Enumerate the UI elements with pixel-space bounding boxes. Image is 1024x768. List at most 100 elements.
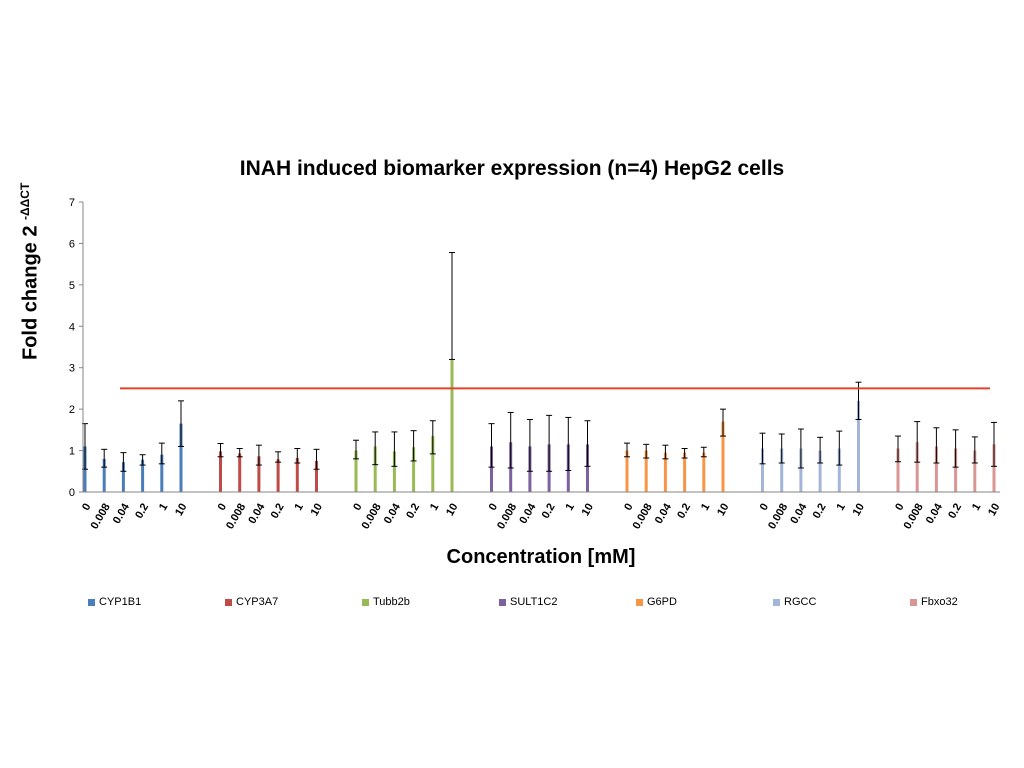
bar bbox=[354, 450, 358, 492]
x-tick-label: 0.04 bbox=[517, 501, 539, 526]
x-tick-label: 0.2 bbox=[133, 502, 151, 521]
x-tick-label: 1 bbox=[699, 502, 712, 513]
x-tick-label: 1 bbox=[157, 502, 170, 513]
legend-item: RGCC bbox=[773, 596, 816, 608]
y-tick-label: 5 bbox=[69, 280, 75, 292]
bar bbox=[238, 453, 242, 492]
x-tick-label: 10 bbox=[986, 502, 1003, 519]
x-tick-label: 1 bbox=[834, 502, 847, 513]
bar bbox=[992, 444, 996, 492]
x-tick-label: 0.04 bbox=[246, 501, 268, 526]
bar bbox=[721, 421, 725, 492]
x-tick-label: 10 bbox=[173, 502, 190, 519]
y-tick-label: 6 bbox=[69, 238, 75, 250]
x-tick-label: 0 bbox=[487, 502, 500, 513]
x-tick-label: 0.008 bbox=[902, 502, 926, 532]
bar bbox=[141, 459, 145, 492]
bar bbox=[934, 446, 938, 492]
bar bbox=[799, 448, 803, 492]
bar bbox=[954, 448, 958, 492]
y-tick-label: 1 bbox=[69, 446, 75, 458]
x-tick-label: 0.2 bbox=[404, 502, 422, 521]
y-tick-label: 0 bbox=[69, 487, 75, 499]
legend-swatch bbox=[499, 598, 506, 606]
bar bbox=[373, 446, 377, 492]
bar bbox=[683, 452, 687, 492]
legend-item: Tubb2b bbox=[362, 596, 410, 608]
legend-swatch bbox=[362, 598, 369, 606]
bar bbox=[761, 448, 764, 492]
bar bbox=[490, 446, 493, 492]
bar bbox=[780, 448, 784, 492]
x-tick-label: 0.008 bbox=[631, 502, 655, 532]
legend: CYP1B1 CYP3A7 Tubb2b SULT1C2 G6PD RGCC Fbxo32 bbox=[0, 596, 1024, 616]
bar bbox=[315, 460, 318, 492]
legend-item: SULT1C2 bbox=[499, 596, 557, 608]
bar bbox=[915, 442, 919, 492]
x-tick-label: 0 bbox=[758, 502, 771, 513]
bar bbox=[644, 450, 648, 492]
legend-item: G6PD bbox=[636, 596, 677, 608]
x-tick-label: 0.04 bbox=[111, 501, 133, 526]
y-tick-label: 3 bbox=[69, 363, 75, 375]
x-tick-label: 1 bbox=[970, 502, 983, 513]
x-tick-label: 0.2 bbox=[946, 502, 964, 521]
x-tick-label: 0.04 bbox=[788, 501, 810, 526]
bar bbox=[431, 436, 435, 492]
bar bbox=[663, 452, 667, 492]
bar bbox=[818, 450, 822, 492]
legend-label: CYP3A7 bbox=[236, 596, 279, 608]
x-tick-label: 0.2 bbox=[675, 502, 693, 521]
chart-title: INAH induced biomarker expression (n=4) … bbox=[239, 157, 785, 180]
x-tick-label: 0.008 bbox=[495, 502, 519, 532]
x-tick-label: 0.2 bbox=[811, 502, 829, 521]
x-tick-label: 0 bbox=[216, 502, 229, 513]
x-tick-label: 10 bbox=[580, 502, 597, 519]
bar bbox=[276, 459, 280, 492]
x-tick-label: 1 bbox=[292, 502, 305, 513]
bar bbox=[121, 462, 125, 492]
legend-swatch bbox=[773, 598, 780, 606]
bar bbox=[160, 454, 164, 492]
y-tick-label: 7 bbox=[69, 197, 75, 209]
x-tick-label: 0.008 bbox=[360, 502, 384, 532]
legend-label: Fbxo32 bbox=[921, 596, 958, 608]
legend-swatch bbox=[636, 598, 643, 606]
x-tick-label: 0 bbox=[351, 502, 364, 513]
y-axis-label: Fold change 2 -ΔΔCT bbox=[18, 182, 42, 360]
x-tick-label: 0.2 bbox=[269, 502, 287, 521]
legend-label: Tubb2b bbox=[373, 596, 410, 608]
x-axis-label: Concentration [mM] bbox=[446, 546, 636, 568]
x-tick-label: 0 bbox=[893, 502, 906, 513]
bar bbox=[295, 458, 299, 492]
bar bbox=[257, 456, 261, 492]
legend-swatch bbox=[88, 598, 95, 606]
bar bbox=[392, 451, 396, 492]
bar bbox=[219, 451, 222, 492]
legend-item: CYP3A7 bbox=[225, 596, 278, 608]
legend-swatch bbox=[225, 598, 232, 606]
x-tick-label: 0.04 bbox=[382, 501, 404, 526]
x-tick-label: 0.04 bbox=[653, 501, 675, 526]
legend-label: RGCC bbox=[784, 596, 817, 608]
x-tick-label: 0.2 bbox=[540, 502, 558, 521]
bar bbox=[857, 400, 860, 492]
y-tick-label: 2 bbox=[69, 404, 75, 416]
legend-label: G6PD bbox=[647, 596, 677, 608]
legend-label: SULT1C2 bbox=[510, 596, 558, 608]
x-tick-label: 0.04 bbox=[924, 501, 946, 526]
bar bbox=[702, 452, 706, 492]
y-tick-label: 4 bbox=[69, 321, 75, 333]
x-tick-label: 0 bbox=[80, 502, 93, 513]
x-tick-label: 0.008 bbox=[89, 502, 113, 532]
legend-swatch bbox=[910, 598, 917, 606]
legend-item: CYP1B1 bbox=[88, 596, 141, 608]
x-tick-label: 0 bbox=[622, 502, 635, 513]
bar bbox=[586, 444, 589, 492]
legend-label: CYP1B1 bbox=[99, 596, 142, 608]
x-tick-label: 10 bbox=[444, 502, 461, 519]
x-tick-label: 1 bbox=[563, 502, 576, 513]
x-tick-label: 10 bbox=[851, 502, 868, 519]
x-tick-label: 10 bbox=[715, 502, 732, 519]
